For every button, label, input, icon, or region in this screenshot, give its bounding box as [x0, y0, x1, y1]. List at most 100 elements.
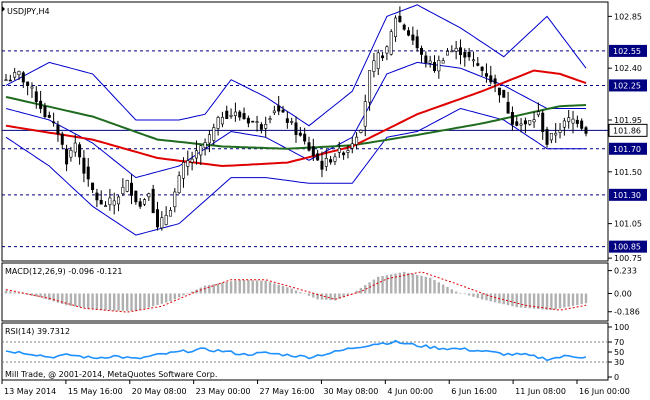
macd-bar	[580, 293, 583, 305]
macd-bar	[437, 282, 441, 294]
candle-body	[65, 148, 69, 165]
macd-bar	[43, 293, 47, 299]
macd-bar	[480, 293, 484, 300]
bollinger-lower-line	[5, 107, 586, 236]
candle-body	[272, 110, 276, 113]
macd-bar	[467, 293, 471, 296]
candle-body	[471, 59, 475, 62]
macd-bar	[39, 293, 42, 298]
macd-bar	[125, 293, 129, 311]
candle-body	[229, 114, 233, 117]
macd-tick-label: 0.233	[614, 267, 637, 276]
macd-bar	[22, 293, 25, 294]
candle-body	[389, 31, 393, 55]
macd-bar	[108, 293, 112, 311]
macd-bar	[190, 291, 194, 294]
candle-body	[104, 205, 108, 208]
candle-body	[437, 60, 441, 72]
macd-bar	[441, 284, 445, 294]
candle-body	[298, 132, 302, 136]
candle-body	[108, 197, 112, 206]
candle-body	[502, 89, 506, 98]
macd-bar	[17, 293, 21, 294]
candle-body	[493, 78, 497, 84]
ma-red-line	[5, 69, 587, 168]
level-label: 101.30	[613, 191, 641, 200]
candle-body	[445, 51, 449, 56]
macd-bar	[13, 292, 16, 294]
macd-bar	[264, 280, 267, 294]
macd-bar	[91, 293, 94, 309]
macd-bar	[420, 275, 423, 294]
candle-body	[34, 91, 38, 103]
macd-bar	[56, 293, 60, 303]
macd-bar	[463, 293, 467, 295]
macd-bar	[173, 293, 177, 300]
macd-bar	[394, 273, 397, 294]
candle-body	[17, 71, 21, 76]
macd-bar	[333, 293, 337, 301]
macd-bar	[372, 279, 376, 294]
macd-bar	[528, 293, 531, 309]
macd-bar	[255, 280, 259, 294]
macd-bar	[459, 292, 462, 294]
macd-bar	[277, 284, 280, 294]
macd-bar	[164, 293, 168, 303]
candle-body	[580, 120, 584, 129]
macd-bar	[4, 290, 8, 294]
macd-bar	[234, 280, 237, 294]
price-axis: 102.55 102.25 101.86 101.70 101.30 100.85 102.…	[608, 12, 648, 263]
candle-body	[13, 72, 17, 78]
macd-bar	[428, 277, 432, 294]
candle-body	[480, 66, 484, 71]
macd-bar	[117, 293, 120, 311]
macd-bar	[476, 293, 479, 299]
candle-body	[385, 46, 389, 54]
candle-body	[194, 150, 198, 159]
level-label: 100.85	[613, 243, 641, 252]
macd-bar	[104, 293, 107, 311]
candle-body	[515, 121, 519, 126]
candle-body	[281, 109, 285, 113]
macd-bar	[515, 293, 518, 308]
macd-axis: 0.233 0.00 -0.186	[608, 267, 640, 317]
macd-bar	[113, 293, 116, 311]
candle-body	[329, 159, 333, 163]
candle-body	[575, 119, 579, 124]
price-tick-label: 101.50	[614, 168, 642, 177]
macd-bar	[450, 289, 454, 294]
moving-averages	[5, 69, 587, 168]
candle-body	[476, 63, 480, 66]
ma-green-line	[5, 96, 587, 150]
candle-body	[39, 100, 43, 109]
candle-body	[216, 117, 220, 129]
candle-body	[143, 199, 147, 205]
symbol-icon	[2, 6, 5, 12]
candle-body	[571, 118, 575, 124]
price-tick-label: 100.75	[614, 254, 642, 263]
macd-bar	[260, 280, 263, 294]
macd-tick-label: -0.186	[614, 308, 640, 317]
candle-body	[363, 101, 367, 127]
macd-bar	[247, 280, 250, 294]
candle-body	[342, 152, 346, 156]
candle-body	[30, 86, 34, 89]
candle-body	[467, 51, 471, 58]
candle-body	[277, 105, 281, 112]
macd-bar	[407, 272, 410, 294]
price-panel: 102.55 102.25 101.86 101.70 101.30 100.85 102.…	[1, 1, 648, 263]
candle-body	[181, 162, 185, 179]
macd-bar	[82, 293, 86, 308]
candle-body	[78, 144, 82, 158]
candle-body	[4, 79, 8, 82]
time-tick-label: 30 May 08:00	[323, 387, 378, 396]
macd-bar	[151, 293, 155, 307]
time-tick-label: 11 Jun 08:00	[515, 387, 566, 396]
candle-body	[186, 160, 190, 167]
macd-bar	[359, 287, 363, 294]
macd-bar	[355, 290, 358, 294]
candle-body	[82, 157, 86, 174]
macd-bar	[182, 293, 185, 296]
macd-bar	[290, 288, 293, 294]
price-tick-label: 102.85	[614, 12, 642, 21]
